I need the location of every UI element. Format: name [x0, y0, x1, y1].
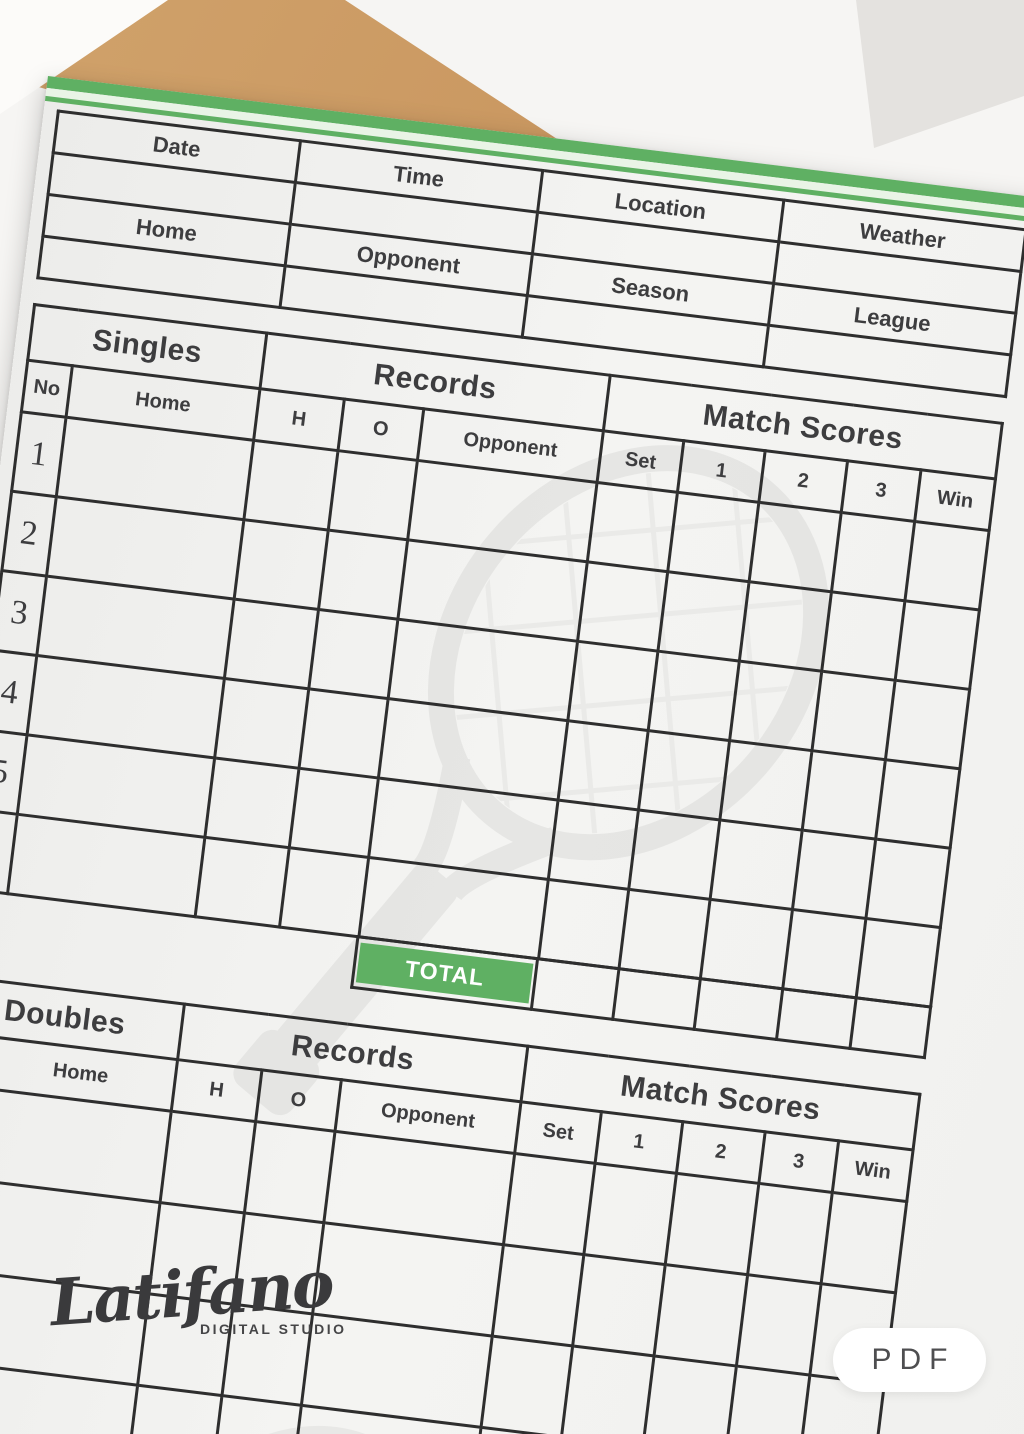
score3-cell: [782, 909, 866, 998]
score1-cell: [648, 651, 740, 741]
col-header-o: O: [255, 1069, 342, 1132]
h-cell: [214, 678, 309, 769]
o-cell: [318, 530, 408, 620]
h-cell: [160, 1111, 256, 1213]
score2-cell: [729, 661, 822, 751]
total-score1-cell: [612, 968, 700, 1030]
total-score2-cell: [693, 978, 783, 1040]
score1-cell: [638, 730, 730, 820]
set-cell: [558, 720, 649, 810]
set-cell: [481, 1336, 573, 1434]
col-header-no: No: [21, 360, 73, 418]
set-cell: [548, 800, 639, 890]
h-cell: [204, 757, 299, 848]
set-cell: [538, 879, 629, 969]
score3-cell: [792, 830, 876, 919]
total-score3-cell: [776, 988, 856, 1049]
score3-cell: [724, 1365, 810, 1434]
score2-cell: [642, 1355, 737, 1434]
win-cell: [865, 839, 951, 928]
col-header-set3: 3: [758, 1131, 839, 1193]
score3-cell: [821, 591, 905, 681]
o-cell: [298, 688, 388, 778]
win-cell: [875, 759, 960, 849]
scoresheet-paper: Date Time Location Weather Home Opponent…: [0, 76, 1024, 1434]
score1-cell: [667, 492, 759, 582]
o-cell: [244, 1121, 335, 1223]
score1-cell: [618, 889, 710, 979]
spacer: [188, 917, 279, 978]
col-header-o: O: [337, 398, 424, 461]
score1-cell: [657, 571, 749, 662]
singles-table: Singles Records Match Scores No Home H O…: [0, 303, 1004, 1009]
win-cell: [820, 1192, 907, 1293]
score3-cell: [811, 671, 896, 760]
win-cell: [895, 600, 980, 690]
h-cell: [243, 440, 338, 531]
score2-cell: [748, 502, 841, 592]
o-cell: [308, 609, 398, 699]
col-header-win: Win: [914, 469, 996, 531]
score2-cell: [653, 1264, 748, 1366]
logo-subtitle-text: DIGITAL STUDIO: [200, 1321, 347, 1337]
total-set-cell: [531, 958, 619, 1020]
set-cell: [577, 561, 668, 652]
total-win-cell: [849, 997, 931, 1058]
set-cell: [587, 482, 678, 572]
score3-cell: [736, 1274, 821, 1376]
score3-cell: [747, 1183, 833, 1284]
o-cell: [289, 768, 379, 858]
score2-cell: [719, 740, 812, 831]
col-header-set3: 3: [840, 460, 921, 522]
score1-cell: [572, 1254, 666, 1356]
win-cell: [856, 918, 941, 1008]
o-cell: [328, 450, 418, 540]
latifano-logo: Latifano DIGITAL STUDIO: [48, 1247, 347, 1342]
score1-cell: [561, 1345, 654, 1434]
score1-cell: [628, 809, 720, 900]
col-header-win: Win: [832, 1140, 914, 1202]
h-cell: [195, 837, 290, 928]
pdf-badge[interactable]: PDF: [833, 1328, 986, 1392]
score3-cell: [831, 512, 915, 601]
win-cell: [885, 680, 970, 769]
h-cell: [234, 519, 329, 610]
win-cell: [904, 521, 990, 610]
score2-cell: [665, 1173, 759, 1275]
score2-cell: [739, 581, 832, 672]
set-cell: [567, 641, 658, 731]
score3-cell: [801, 750, 886, 840]
spacer: [272, 927, 358, 987]
set-cell: [492, 1244, 584, 1346]
score2-cell: [709, 819, 802, 910]
h-cell: [224, 599, 319, 689]
o-cell: [279, 847, 369, 937]
score1-cell: [583, 1163, 677, 1265]
set-cell: [503, 1153, 596, 1255]
score2-cell: [700, 899, 793, 989]
